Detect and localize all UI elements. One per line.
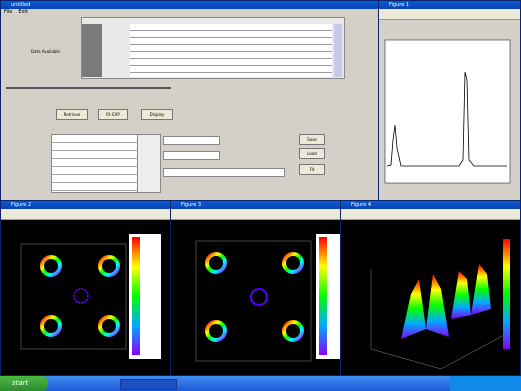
button[interactable]: Fit: [299, 164, 325, 175]
desktop: untitled File Edit Data Available Retriev…: [0, 0, 521, 391]
title-bar: Figure 3: [171, 201, 340, 209]
param-column: [137, 134, 161, 193]
figure-window: Figure 3: [170, 200, 341, 376]
figure-window: Figure 4: [340, 200, 521, 376]
label: Data Available: [31, 49, 60, 54]
title-bar: Figure 2: [1, 201, 170, 209]
figure-window: Figure 2: [0, 200, 171, 376]
param-table[interactable]: [51, 134, 138, 193]
image-plot: [171, 219, 341, 376]
button[interactable]: Retrieve: [56, 109, 88, 120]
button[interactable]: Save: [299, 134, 325, 145]
surface-plot: [341, 219, 521, 376]
plot: [379, 20, 521, 200]
file-table[interactable]: [81, 17, 345, 79]
menu-bar: File Edit: [1, 9, 378, 15]
system-tray: [450, 376, 521, 391]
menu-item[interactable]: Edit: [18, 9, 28, 15]
dropdown[interactable]: [163, 136, 220, 145]
button[interactable]: Display: [141, 109, 173, 120]
title-bar: Figure 4: [341, 201, 520, 209]
button[interactable]: Fit EXP: [98, 109, 128, 120]
toolbar: [379, 9, 520, 20]
text-field[interactable]: [163, 168, 285, 177]
image-plot: [1, 219, 171, 376]
title-bar: untitled: [1, 1, 378, 9]
button[interactable]: Load: [299, 148, 325, 159]
start-button[interactable]: start: [0, 376, 48, 391]
menu-item[interactable]: File: [4, 9, 12, 15]
taskbar: start: [0, 376, 521, 391]
title-bar: Figure 1: [379, 1, 520, 9]
task-button[interactable]: [120, 379, 177, 390]
dropdown[interactable]: [163, 151, 220, 160]
main-window: untitled File Edit Data Available Retriev…: [0, 0, 379, 201]
figure-window: Figure 1: [378, 0, 521, 201]
